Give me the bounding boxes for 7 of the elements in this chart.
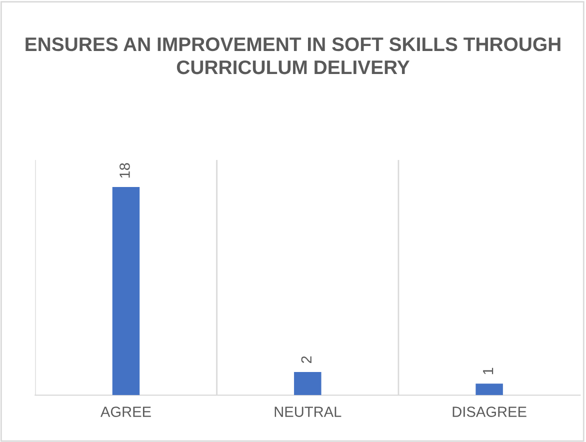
data-label: 1 [483,368,494,374]
data-label: 18 [120,163,130,178]
data-label: 2 [301,356,312,363]
x-tick-label: NEUTRAL [274,406,342,417]
x-tick-label: DISAGREE [452,406,526,417]
x-tick-label: AGREE [100,406,151,417]
chart-title: ENSURES AN IMPROVEMENT IN SOFT SKILLS THROUGH CURRICULUM DELIVERY [26,37,560,74]
